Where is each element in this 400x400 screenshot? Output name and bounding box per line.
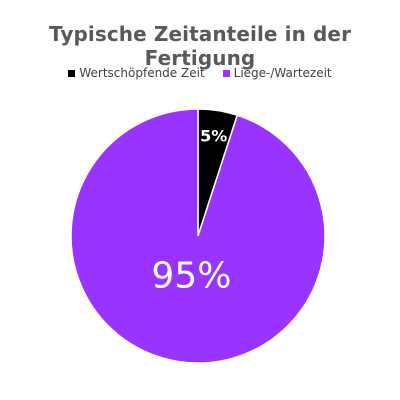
- legend-label-liege-wartezeit: Liege-/Wartezeit: [233, 66, 332, 80]
- pie-slice-label-1: 95%: [151, 255, 231, 296]
- legend-swatch-wertschoepfende-zeit: [68, 69, 76, 77]
- legend-swatch-liege-wartezeit: [222, 69, 230, 77]
- legend-label-wertschoepfende-zeit: Wertschöpfende Zeit: [79, 66, 205, 80]
- pie-slice-1: [70, 108, 326, 364]
- legend-entry-liege-wartezeit: Liege-/Wartezeit: [222, 66, 332, 80]
- pie-slice-label-0: 5%: [200, 126, 227, 145]
- legend-entry-wertschoepfende-zeit: Wertschöpfende Zeit: [68, 66, 205, 80]
- legend: Wertschöpfende Zeit Liege-/Wartezeit: [0, 66, 400, 80]
- chart-title: Typische Zeitanteile in der Fertigung: [48, 22, 352, 70]
